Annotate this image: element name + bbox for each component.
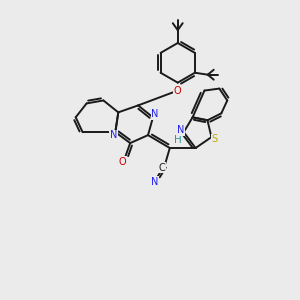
Text: N: N	[151, 109, 159, 119]
Text: N: N	[110, 130, 117, 140]
Text: N: N	[177, 125, 184, 135]
Text: S: S	[211, 134, 218, 144]
Text: H: H	[174, 135, 182, 145]
Text: C: C	[158, 163, 165, 173]
Text: N: N	[151, 177, 159, 187]
Text: O: O	[174, 85, 182, 96]
Text: O: O	[118, 157, 126, 167]
